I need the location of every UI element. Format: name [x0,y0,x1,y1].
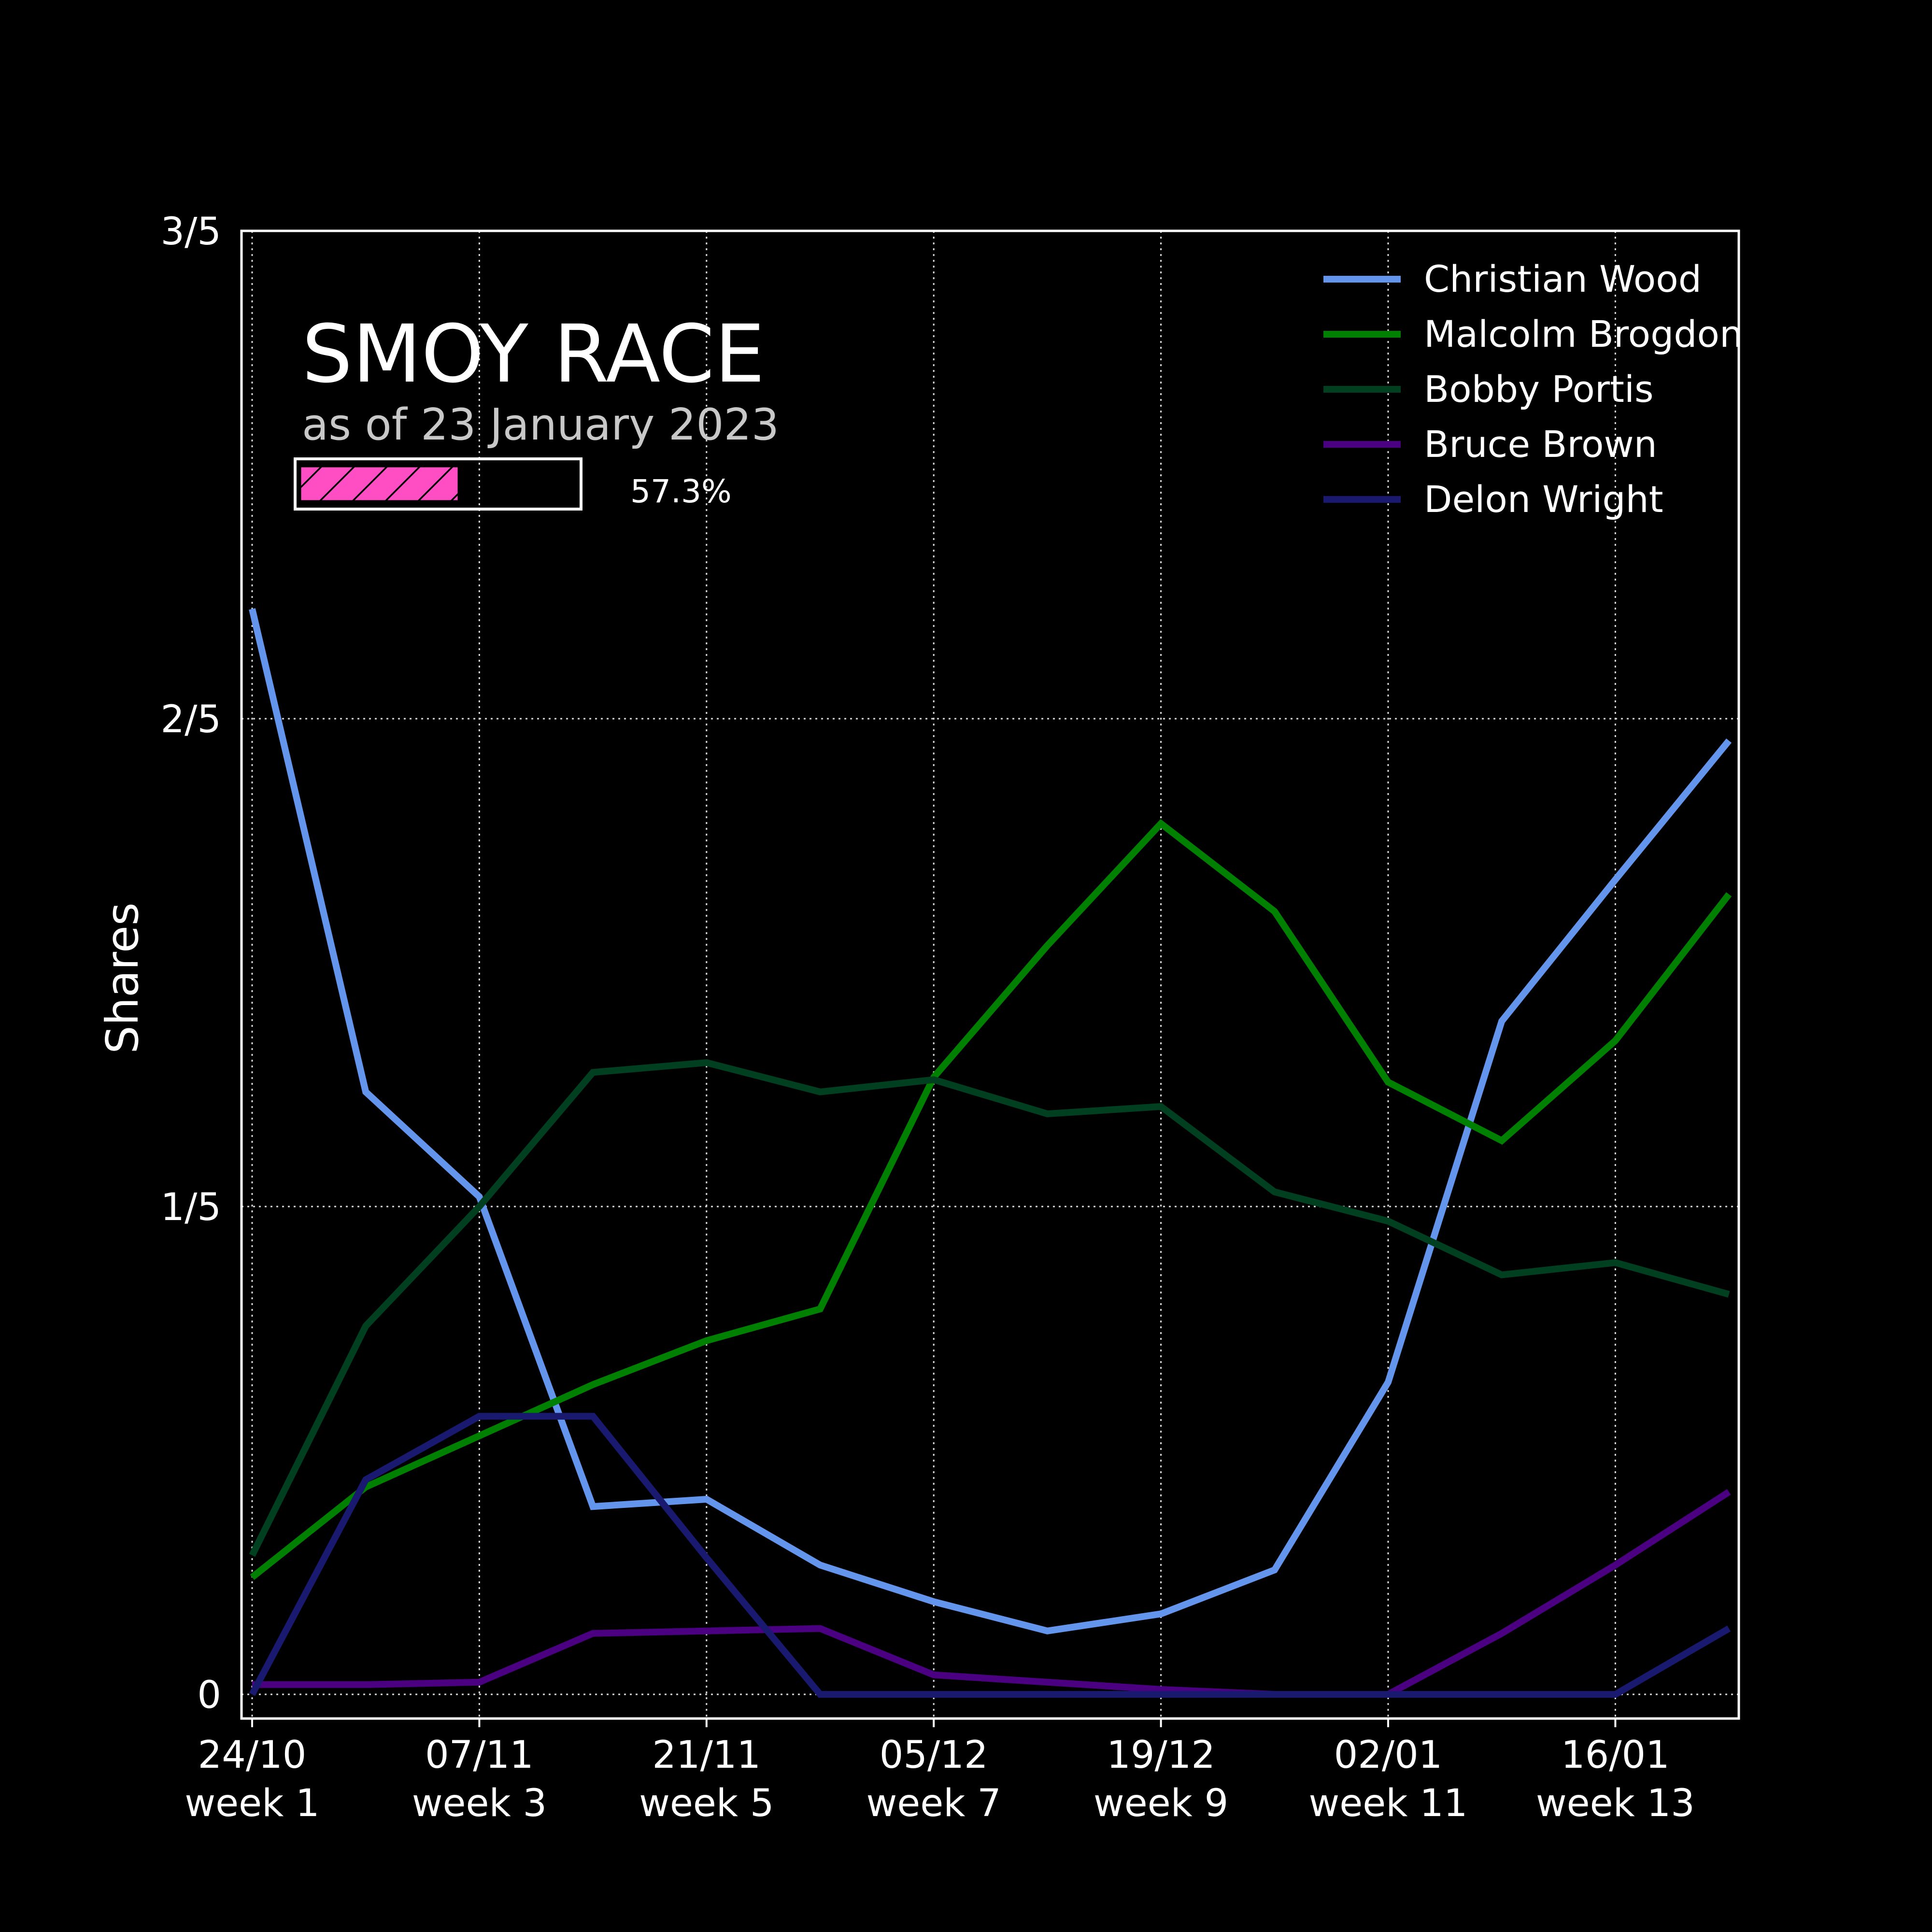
series-lines [249,608,1732,1698]
x-tick-week: week 11 [1309,1782,1468,1825]
progress-label: 57.3% [630,473,732,510]
y-tick-label: 2/5 [160,698,221,741]
y-tick-label: 3/5 [160,210,221,254]
y-tick-label: 0 [197,1674,221,1717]
x-tick-date: 02/01 [1334,1733,1443,1777]
series-line-delon-wright [249,1413,1731,1698]
x-tick-week: week 5 [639,1782,774,1825]
series-line-christian-wood [249,608,1732,1634]
legend-label: Christian Wood [1424,257,1702,300]
x-tick-week: week 13 [1536,1782,1695,1825]
x-tick-week: week 7 [867,1782,1001,1825]
legend-label: Delon Wright [1424,478,1663,521]
y-axis-ticks: 0 1/5 2/5 3/5 [160,210,221,1717]
chart-title: SMOY RACE [302,308,765,400]
x-tick-date: 24/10 [198,1733,307,1777]
x-tick-week: week 9 [1094,1782,1228,1825]
chart-subtitle: as of 23 January 2023 [302,399,779,450]
series-line-bruce-brown [252,1489,1731,1698]
x-tick-date: 21/11 [652,1733,761,1777]
y-axis-label: Shares [97,902,148,1053]
series-line-malcolm-brogdon [250,819,1732,1580]
series-line-bobby-portis [249,1059,1730,1557]
x-tick-date: 05/12 [880,1733,988,1777]
legend-label: Bobby Portis [1424,368,1654,411]
progress-fill [299,466,459,502]
legend-label: Bruce Brown [1424,423,1657,466]
x-axis-ticks: 24/10 week 1 07/11 week 3 21/11 week 5 05/12 we… [185,1719,1695,1825]
legend: Christian Wood Malcolm Brogdon Bobby Porti… [1323,257,1743,521]
x-tick-date: 07/11 [425,1733,534,1777]
progress-bar [294,457,582,511]
x-tick-week: week 1 [185,1782,319,1825]
y-tick-label: 1/5 [160,1186,221,1229]
x-tick-date: 19/12 [1107,1733,1215,1777]
legend-label: Malcolm Brogdon [1424,313,1743,355]
x-tick-date: 16/01 [1561,1733,1670,1777]
plot-frame [240,229,1740,1720]
progress-track [294,457,582,511]
x-tick-week: week 3 [412,1782,547,1825]
